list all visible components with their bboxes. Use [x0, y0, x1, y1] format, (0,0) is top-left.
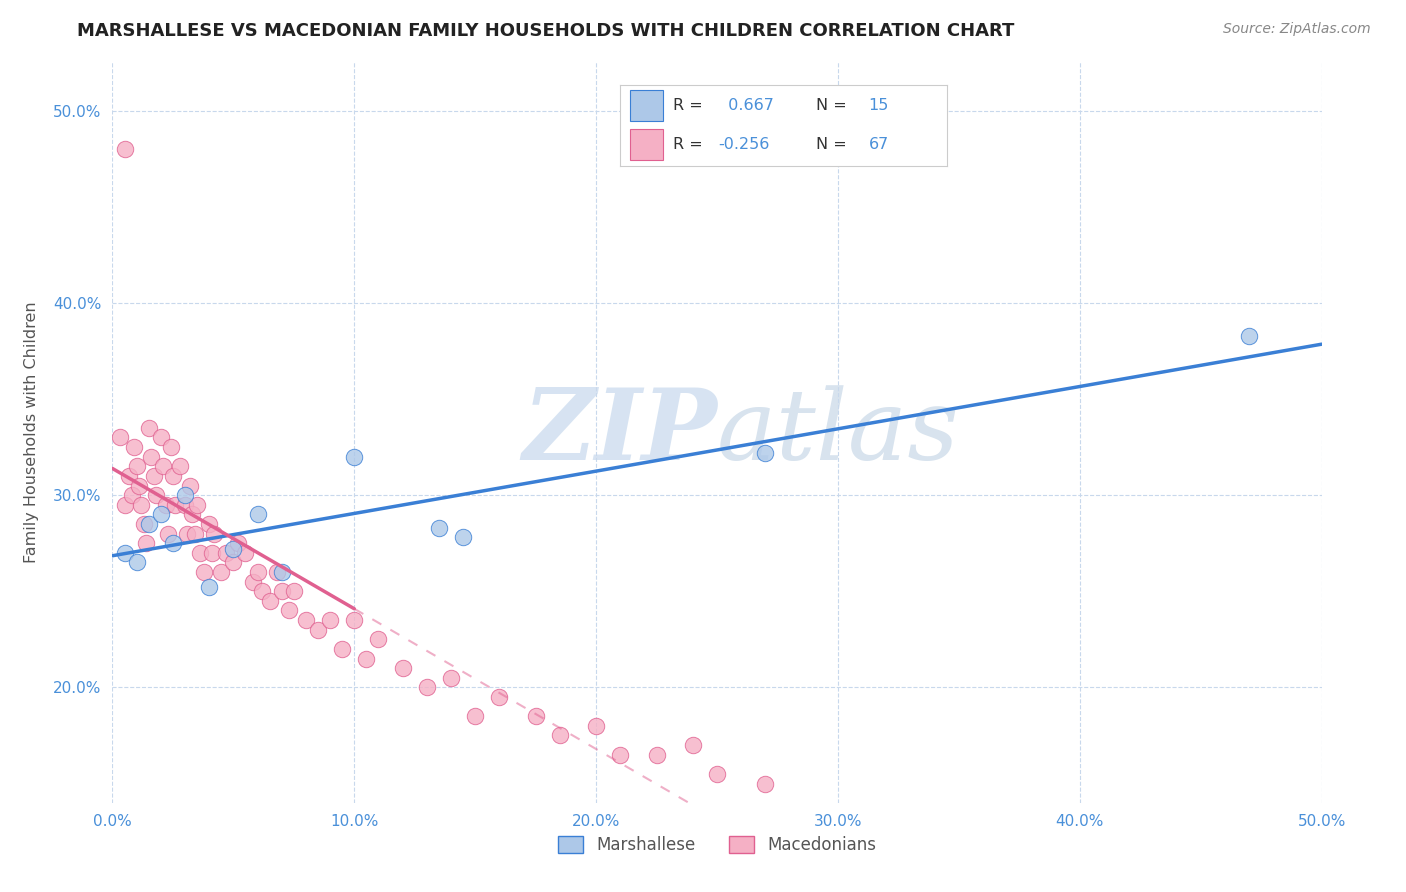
Legend: Marshallese, Macedonians: Marshallese, Macedonians: [551, 830, 883, 861]
Point: [159, 440, 181, 454]
Point: [307, 623, 329, 637]
Point: [226, 536, 249, 550]
Point: [356, 651, 378, 665]
Point: [270, 565, 292, 579]
Point: [138, 421, 160, 435]
Point: [121, 488, 143, 502]
Text: atlas: atlas: [717, 385, 960, 480]
Point: [202, 526, 225, 541]
Point: [270, 584, 292, 599]
Point: [754, 776, 776, 790]
Point: [222, 556, 245, 570]
Point: [138, 516, 160, 531]
Point: [183, 526, 205, 541]
Point: [188, 546, 211, 560]
Point: [343, 450, 366, 464]
Point: [682, 738, 704, 752]
Point: [135, 536, 157, 550]
Point: [114, 498, 136, 512]
Point: [149, 508, 172, 522]
Point: [330, 642, 353, 657]
Point: [201, 546, 224, 560]
Point: [246, 508, 269, 522]
Point: [391, 661, 413, 675]
Point: [488, 690, 510, 704]
Point: [125, 556, 148, 570]
Text: ZIP: ZIP: [522, 384, 717, 481]
Point: [169, 459, 191, 474]
Point: [162, 536, 184, 550]
Point: [343, 613, 366, 627]
Point: [114, 546, 136, 560]
Point: [114, 142, 136, 156]
Point: [152, 459, 174, 474]
Point: [131, 498, 153, 512]
Text: MARSHALLESE VS MACEDONIAN FAMILY HOUSEHOLDS WITH CHILDREN CORRELATION CHART: MARSHALLESE VS MACEDONIAN FAMILY HOUSEHO…: [77, 22, 1015, 40]
Point: [186, 498, 208, 512]
Point: [1237, 328, 1260, 343]
Point: [235, 546, 257, 560]
Point: [259, 594, 281, 608]
Point: [128, 478, 150, 492]
Point: [174, 488, 197, 502]
Point: [754, 446, 776, 460]
Point: [295, 613, 318, 627]
Point: [548, 729, 571, 743]
Point: [440, 671, 463, 685]
Point: [645, 747, 668, 762]
Point: [165, 498, 187, 512]
Point: [181, 508, 204, 522]
Point: [198, 516, 221, 531]
Point: [157, 526, 180, 541]
Point: [242, 574, 264, 589]
Point: [283, 584, 305, 599]
Point: [145, 488, 167, 502]
Point: [319, 613, 342, 627]
Point: [125, 459, 148, 474]
Point: [141, 450, 163, 464]
Point: [122, 440, 145, 454]
Point: [132, 516, 155, 531]
Point: [464, 709, 486, 723]
Y-axis label: Family Households with Children: Family Households with Children: [24, 301, 39, 564]
Point: [198, 581, 221, 595]
Point: [246, 565, 269, 579]
Point: [416, 681, 439, 695]
Point: [142, 469, 165, 483]
Point: [215, 546, 238, 560]
Point: [278, 603, 301, 617]
Point: [155, 498, 177, 512]
Point: [706, 767, 728, 781]
Point: [193, 565, 215, 579]
Point: [149, 430, 172, 444]
Point: [118, 469, 141, 483]
Point: [451, 530, 474, 544]
Point: [108, 430, 131, 444]
Point: [367, 632, 389, 647]
Point: [222, 541, 245, 556]
Point: [266, 565, 288, 579]
Text: Source: ZipAtlas.com: Source: ZipAtlas.com: [1223, 22, 1371, 37]
Point: [179, 478, 201, 492]
Point: [252, 584, 274, 599]
Point: [162, 469, 184, 483]
Point: [209, 565, 232, 579]
Point: [176, 526, 198, 541]
Point: [585, 719, 607, 733]
Point: [524, 709, 547, 723]
Point: [174, 498, 197, 512]
Point: [427, 521, 450, 535]
Point: [609, 747, 631, 762]
